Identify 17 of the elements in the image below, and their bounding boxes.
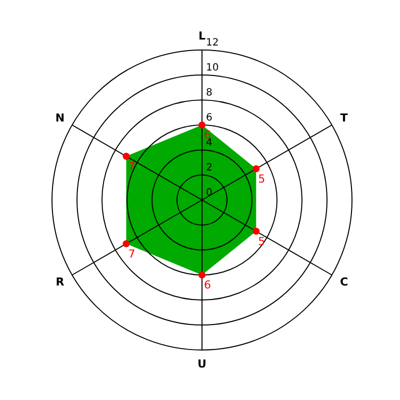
y-tick-label: 10	[206, 62, 219, 74]
y-tick-label: 8	[206, 88, 212, 98]
spoke-label: T	[340, 112, 348, 124]
data-label: 7	[128, 160, 136, 173]
y-tick-label: 0	[206, 188, 212, 198]
y-tick-label: 4	[206, 138, 212, 148]
data-label: 5	[258, 172, 266, 186]
y-tick-label: 2	[206, 162, 212, 174]
spoke-label: C	[340, 276, 348, 288]
data-label: 5	[258, 234, 266, 248]
data-label: 7	[128, 247, 136, 260]
spoke-label: R	[56, 276, 65, 288]
spoke-label: U	[198, 358, 206, 370]
spoke-label: N	[55, 112, 65, 124]
y-tick-label: 6	[206, 112, 212, 124]
y-tick-label: 12	[206, 38, 219, 48]
spoke-label: L	[198, 30, 206, 42]
